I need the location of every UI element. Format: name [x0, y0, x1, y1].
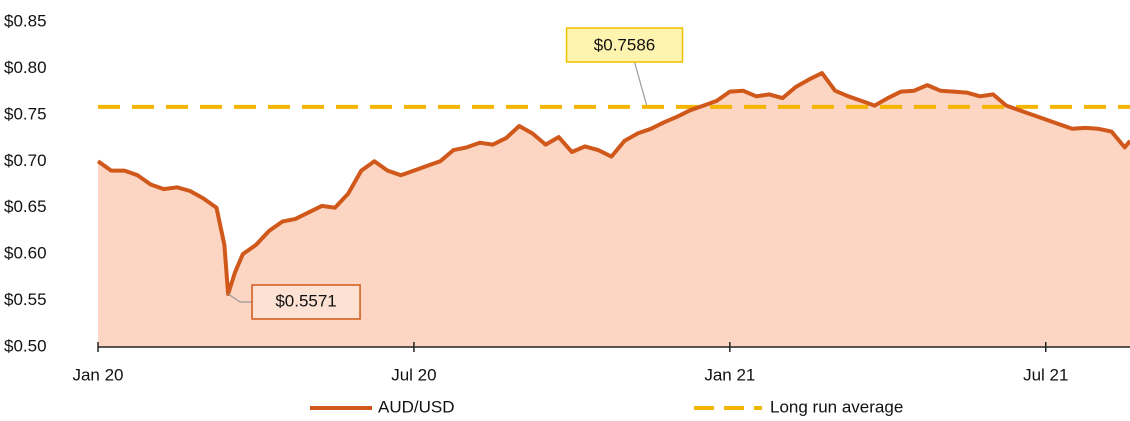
- y-tick-label: $0.50: [4, 336, 47, 355]
- area: [98, 73, 1130, 347]
- y-tick-label: $0.55: [4, 290, 47, 309]
- y-tick-label: $0.70: [4, 151, 47, 170]
- x-tick-label: Jul 20: [391, 365, 436, 384]
- leader-line: [633, 61, 648, 106]
- leader-line: [227, 293, 253, 303]
- y-tick-label: $0.60: [4, 244, 47, 263]
- y-tick-label: $0.75: [4, 104, 47, 123]
- label-box: [565, 27, 684, 63]
- label-box: [251, 284, 361, 320]
- y-tick-label: $0.85: [4, 11, 47, 30]
- x-tick-label: Jan 21: [704, 365, 755, 384]
- y-tick-label: $0.65: [4, 197, 47, 216]
- reference-label: $0.7586: [594, 35, 655, 54]
- x-tick-label: Jan 20: [72, 365, 123, 384]
- y-tick-label: $0.80: [4, 58, 47, 77]
- legend-label: AUD/USD: [378, 397, 455, 416]
- series-line: [96, 71, 1130, 296]
- annotation-label: $0.5571: [275, 291, 336, 310]
- x-tick-label: Jul 21: [1023, 365, 1068, 384]
- legend-label: Long run average: [770, 397, 903, 416]
